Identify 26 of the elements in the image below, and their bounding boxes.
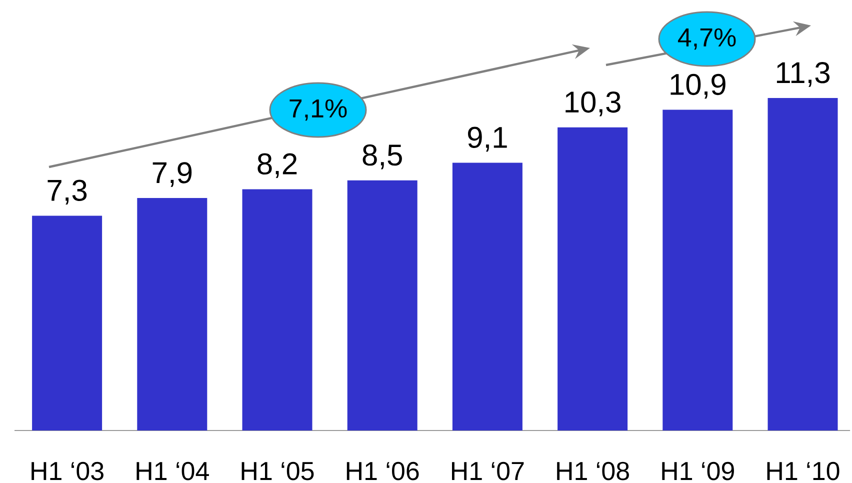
x-tick-label: H1 ‘03 [32,462,104,480]
data-label: 8,5 [362,144,402,170]
x-tick-label: H1 ‘08 [557,462,629,480]
data-label: 10,9 [670,74,726,99]
data-label: 7,9 [152,162,192,187]
text: 4,7% [678,28,736,50]
x-tick-label: H1 ‘06 [346,462,419,480]
bar [32,216,102,430]
bar [452,162,522,430]
x-tick-label: H1 ‘04 [136,462,209,480]
x-tick-label: H1 ‘09 [662,462,734,480]
bar [347,180,418,430]
bar [137,198,208,430]
bar [662,110,733,430]
data-label: 8,2 [258,153,297,178]
data-label: 10,3 [566,91,620,116]
bar [558,127,628,430]
data-label: 7,3 [48,180,87,205]
bar [242,189,312,430]
data-label: 9,1 [468,126,507,152]
annotation: 7,1% [290,99,347,121]
data-label: 11,3 [776,62,830,87]
x-tick-label: H1 ‘05 [242,462,314,480]
bar [768,98,838,430]
x-tick-label: H1 ‘07 [452,462,524,480]
x-tick-label: H1 ‘10 [767,462,840,480]
